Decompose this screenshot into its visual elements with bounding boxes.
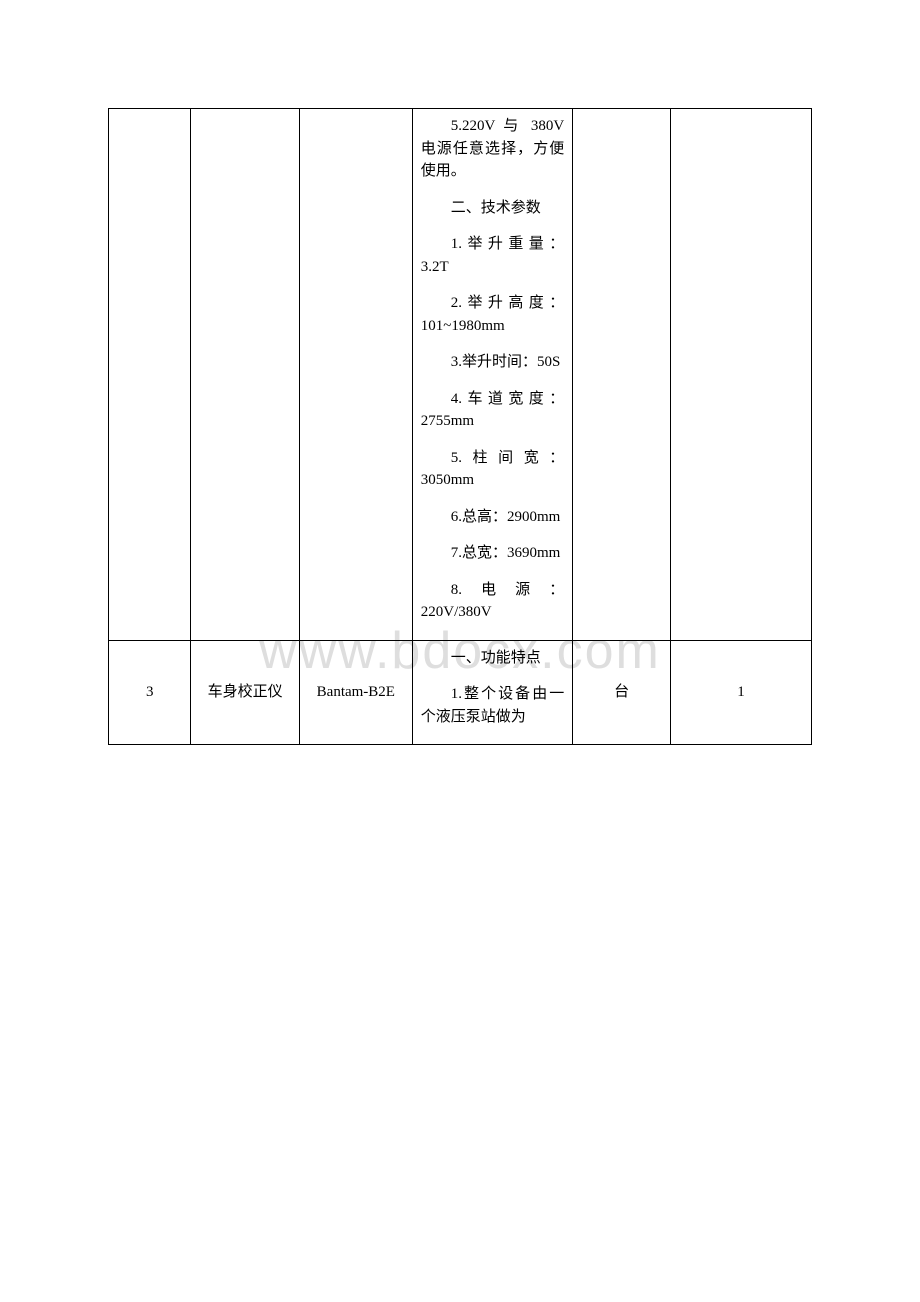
cell-unit: 台 bbox=[573, 640, 671, 745]
table-row: 5.220V 与 380V电源任意选择，方便使用。 二、技术参数 1.举升重量：… bbox=[109, 109, 812, 641]
cell-model: Bantam-B2E bbox=[299, 640, 412, 745]
cell-unit bbox=[573, 109, 671, 641]
cell-name: 车身校正仪 bbox=[191, 640, 299, 745]
desc-paragraph: 5.220V 与 380V电源任意选择，方便使用。 bbox=[421, 115, 565, 183]
cell-description: 一、功能特点 1.整个设备由一个液压泵站做为 bbox=[412, 640, 573, 745]
desc-paragraph: 1.整个设备由一个液压泵站做为 bbox=[421, 683, 565, 728]
cell-quantity: 1 bbox=[670, 640, 811, 745]
desc-paragraph: 8.电源：220V/380V bbox=[421, 579, 565, 624]
desc-paragraph: 2.举升高度：101~1980mm bbox=[421, 292, 565, 337]
cell-quantity bbox=[670, 109, 811, 641]
cell-name bbox=[191, 109, 299, 641]
cell-index: 3 bbox=[109, 640, 191, 745]
cell-index bbox=[109, 109, 191, 641]
desc-paragraph: 3.举升时间：50S bbox=[421, 351, 565, 374]
desc-paragraph: 5.柱间宽：3050mm bbox=[421, 447, 565, 492]
spec-table: 5.220V 与 380V电源任意选择，方便使用。 二、技术参数 1.举升重量：… bbox=[108, 108, 812, 745]
table-row: 3 车身校正仪 Bantam-B2E 一、功能特点 1.整个设备由一个液压泵站做… bbox=[109, 640, 812, 745]
desc-paragraph: 二、技术参数 bbox=[421, 197, 565, 220]
desc-paragraph: 一、功能特点 bbox=[421, 647, 565, 670]
desc-paragraph: 4.车道宽度：2755mm bbox=[421, 388, 565, 433]
desc-paragraph: 6.总高：2900mm bbox=[421, 506, 565, 529]
cell-description: 5.220V 与 380V电源任意选择，方便使用。 二、技术参数 1.举升重量：… bbox=[412, 109, 573, 641]
desc-paragraph: 1.举升重量：3.2T bbox=[421, 233, 565, 278]
cell-model bbox=[299, 109, 412, 641]
desc-paragraph: 7.总宽：3690mm bbox=[421, 542, 565, 565]
